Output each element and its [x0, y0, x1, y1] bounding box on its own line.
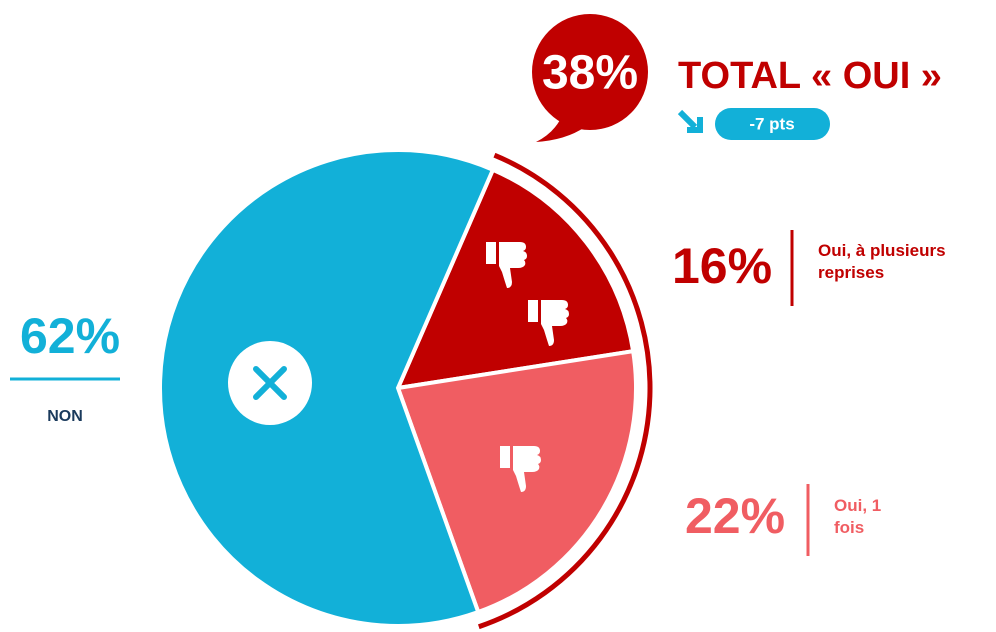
change-pill: [715, 108, 830, 140]
total-value: 38%: [542, 47, 638, 100]
value-label: 16%: [672, 238, 772, 294]
thumb-cuff: [528, 300, 538, 322]
no-icon-cross: [253, 366, 287, 400]
change-arrow: [677, 109, 703, 133]
total-title: TOTAL « OUI »: [678, 55, 942, 97]
category-label: Oui, 1 fois: [834, 496, 882, 537]
value-label: 62%: [20, 308, 120, 364]
thumb-hand: [513, 446, 541, 492]
thumb-hand: [499, 242, 527, 288]
pie-slice: [395, 348, 638, 615]
thumb-hand: [541, 300, 569, 346]
category-label: NON: [47, 408, 83, 425]
value-label: 22%: [685, 488, 785, 544]
thumb-cuff: [500, 446, 510, 468]
thumb-cuff: [486, 242, 496, 264]
thumb-down-icon: [528, 300, 569, 346]
change-label: -7 pts: [749, 114, 794, 133]
total-bubble: [532, 14, 648, 130]
thumb-down-icon: [486, 242, 527, 288]
category-label: Oui, à plusieurs reprises: [818, 241, 946, 282]
pie-slice: [158, 148, 496, 628]
total-arc: [477, 152, 653, 630]
pie-slice: [394, 167, 636, 391]
thumb-down-icon: [500, 446, 541, 492]
